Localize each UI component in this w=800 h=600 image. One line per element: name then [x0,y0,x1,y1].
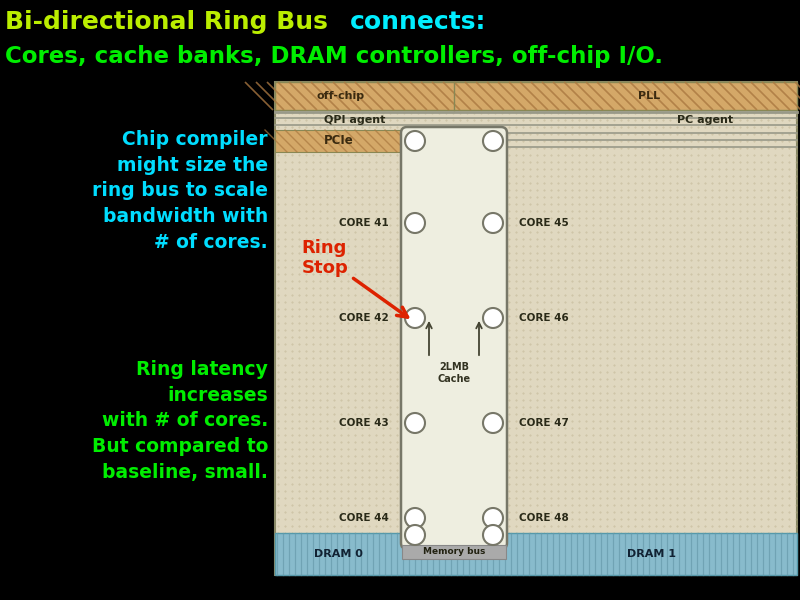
Circle shape [405,525,425,545]
Text: CORE 43: CORE 43 [339,418,389,428]
Text: QPI agent: QPI agent [324,115,386,125]
Text: CORE 47: CORE 47 [519,418,569,428]
Text: PC agent: PC agent [677,115,733,125]
Text: PLL: PLL [638,91,660,101]
Circle shape [483,413,503,433]
Text: Chip compiler
might size the
ring bus to scale
bandwidth with
# of cores.: Chip compiler might size the ring bus to… [92,130,268,252]
Text: Ring latency
increases
with # of cores.
But compared to
baseline, small.: Ring latency increases with # of cores. … [92,360,268,482]
Text: CORE 46: CORE 46 [519,313,569,323]
Text: 2LMB
Cache: 2LMB Cache [438,362,470,384]
Circle shape [483,525,503,545]
Circle shape [405,213,425,233]
Text: off-chip: off-chip [317,91,365,101]
Circle shape [483,131,503,151]
Bar [402,545,506,559]
Text: CORE 48: CORE 48 [519,513,569,523]
Text: Cores, cache banks, DRAM controllers, off-chip I/O.: Cores, cache banks, DRAM controllers, of… [5,44,663,67]
Circle shape [483,308,503,328]
Text: DRAM 0: DRAM 0 [314,549,363,559]
Circle shape [483,213,503,233]
Circle shape [483,508,503,528]
Text: DRAM 1: DRAM 1 [627,549,676,559]
Circle shape [405,131,425,151]
Text: Memory bus: Memory bus [423,547,485,557]
Text: CORE 41: CORE 41 [339,218,389,228]
Circle shape [405,508,425,528]
Bar [275,130,402,152]
Text: Bi-directional Ring Bus: Bi-directional Ring Bus [5,10,337,34]
FancyBboxPatch shape [401,127,507,549]
Text: connects:: connects: [350,10,486,34]
Text: CORE 45: CORE 45 [519,218,569,228]
Text: CORE 42: CORE 42 [339,313,389,323]
Circle shape [405,413,425,433]
Text: Ring
Stop: Ring Stop [302,239,407,317]
Bar [275,82,797,110]
Text: CORE 44: CORE 44 [339,513,389,523]
Bar [275,533,797,575]
Circle shape [405,308,425,328]
Text: PCIe: PCIe [324,134,354,148]
Bar [275,82,797,575]
